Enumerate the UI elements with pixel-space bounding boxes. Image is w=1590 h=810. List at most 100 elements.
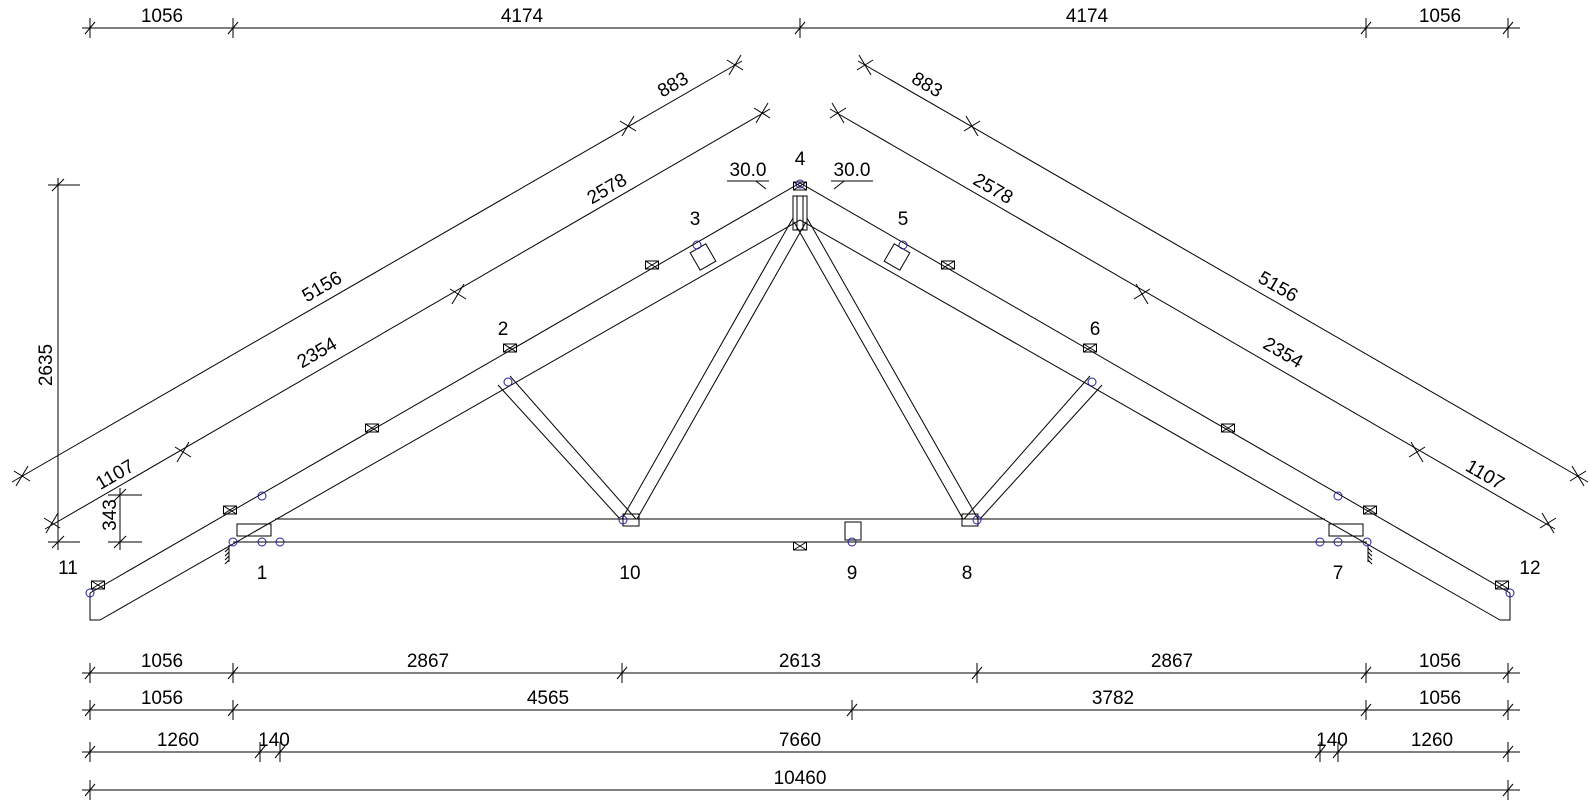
node-marker: [257, 537, 267, 547]
node-marker: [257, 491, 267, 501]
connector: [503, 343, 517, 353]
dim-label: 2635: [36, 344, 57, 386]
dim-label: 1056: [141, 651, 183, 672]
dim-tick: [619, 120, 637, 132]
web: [636, 221, 807, 520]
dim-label: 2867: [1151, 651, 1193, 672]
dim-label: 883: [908, 68, 946, 102]
dim-label: 4565: [527, 688, 569, 709]
dim-label: 4174: [1066, 6, 1109, 27]
dim-label: 2354: [1259, 334, 1306, 374]
dim-label: 30.0: [834, 160, 871, 181]
connector: [793, 541, 807, 551]
node-marker: [503, 377, 513, 387]
node-marker: [972, 515, 982, 525]
dim-line: [829, 108, 1556, 530]
angle-mark: [755, 180, 767, 190]
dim-tick: [51, 178, 65, 192]
support-hatch: [1367, 547, 1373, 553]
connector: [1495, 580, 1509, 590]
node-label: 6: [1090, 319, 1101, 340]
dim-label: 1056: [141, 6, 183, 27]
dim-tick: [1133, 288, 1151, 300]
connector: [1083, 343, 1097, 353]
bearing-plate: [1328, 523, 1364, 537]
dim-label: 883: [654, 68, 692, 102]
bearing-plate: [236, 523, 272, 537]
connector: [645, 260, 659, 270]
node-label: 3: [690, 209, 701, 230]
dim-label: 7660: [779, 730, 821, 751]
support-hatch: [1367, 551, 1373, 557]
dim-label: 1056: [1419, 6, 1461, 27]
web: [497, 384, 621, 520]
dim-label: 140: [258, 730, 290, 751]
dim-tick: [113, 488, 127, 502]
angle-mark: [833, 180, 845, 190]
plate: [689, 243, 717, 271]
web: [621, 217, 794, 520]
dim-label: 1260: [1411, 730, 1453, 751]
connector: [941, 260, 955, 270]
node-label: 10: [619, 563, 640, 584]
top-chord-lower: [99, 219, 1501, 621]
node-marker: [898, 240, 908, 250]
dim-label: 3782: [1092, 688, 1134, 709]
node-label: 7: [1333, 563, 1344, 584]
plate: [622, 513, 640, 527]
node-marker: [795, 179, 805, 189]
connector: [1221, 423, 1235, 433]
dim-tick: [13, 470, 31, 482]
web: [979, 384, 1103, 520]
dim-label: 4174: [501, 6, 544, 27]
connector: [1495, 580, 1509, 590]
node-label: 5: [898, 209, 909, 230]
node-marker: [1087, 377, 1097, 387]
node-marker: [1333, 491, 1343, 501]
node-label: 9: [847, 563, 858, 584]
connector: [645, 260, 659, 270]
dim-tick: [51, 535, 65, 549]
dim-line: [11, 60, 743, 483]
dim-label: 2867: [407, 651, 449, 672]
node-label: 1: [257, 563, 268, 584]
dim-label: 140: [1316, 730, 1348, 751]
connector: [503, 343, 517, 353]
connector: [365, 423, 379, 433]
dim-label: 2354: [294, 333, 341, 373]
support-hatch: [1367, 555, 1373, 561]
node-label: 11: [58, 558, 78, 579]
dim-line: [44, 108, 771, 530]
rafter-end: [89, 593, 100, 621]
dim-label: 1056: [1419, 688, 1461, 709]
dim-label: 5156: [299, 268, 346, 307]
support-hatch: [224, 551, 230, 557]
rafter-end: [1500, 593, 1511, 621]
dim-tick: [1539, 517, 1557, 529]
support-hatch: [224, 547, 230, 553]
dim-tick: [449, 288, 467, 300]
dim-line: [857, 60, 1589, 483]
dim-label: 10460: [774, 768, 827, 789]
dim-tick: [726, 59, 744, 71]
node-marker: [618, 515, 628, 525]
dim-label: 30.0: [730, 160, 767, 181]
support-hatch: [1367, 559, 1373, 565]
connector: [1221, 423, 1235, 433]
support-hatch: [224, 559, 230, 565]
top-chord-upper: [89, 182, 1511, 594]
node-marker: [1362, 537, 1372, 547]
apex-post: [792, 195, 808, 231]
dim-label: 1056: [141, 688, 183, 709]
connector: [91, 580, 105, 590]
dim-tick: [174, 446, 192, 458]
web: [806, 217, 979, 520]
node-marker: [1505, 588, 1515, 598]
dim-tick: [1569, 470, 1587, 482]
dim-label: 1056: [1419, 651, 1461, 672]
node-label: 2: [498, 319, 509, 340]
plate: [961, 513, 979, 527]
dim-tick: [1408, 446, 1426, 458]
connector: [365, 423, 379, 433]
